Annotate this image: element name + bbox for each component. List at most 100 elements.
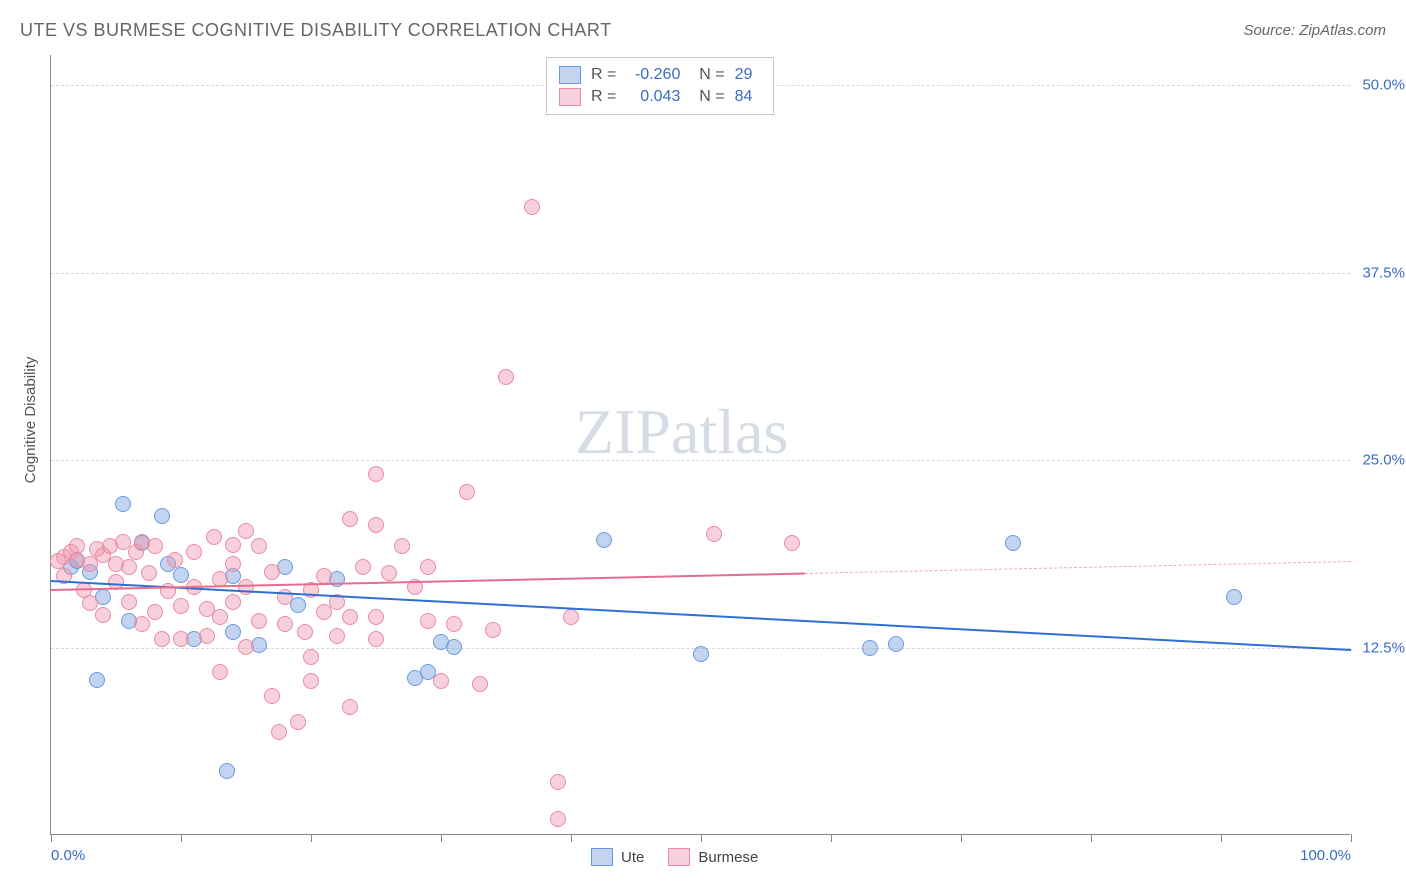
data-point <box>420 559 436 575</box>
data-point <box>199 628 215 644</box>
data-point <box>141 565 157 581</box>
data-point <box>485 622 501 638</box>
data-point <box>82 595 98 611</box>
x-tick <box>1091 834 1092 842</box>
data-point <box>394 538 410 554</box>
x-tick <box>571 834 572 842</box>
data-point <box>115 496 131 512</box>
data-point <box>89 672 105 688</box>
legend-swatch <box>591 848 613 866</box>
x-tick <box>51 834 52 842</box>
data-point <box>303 673 319 689</box>
data-point <box>329 628 345 644</box>
y-tick-label: 50.0% <box>1362 77 1405 94</box>
data-point <box>290 714 306 730</box>
r-value: 0.043 <box>626 88 680 106</box>
data-point <box>251 613 267 629</box>
data-point <box>596 532 612 548</box>
data-point <box>498 369 514 385</box>
data-point <box>121 559 137 575</box>
x-tick <box>1351 834 1352 842</box>
series-swatch <box>559 88 581 106</box>
data-point <box>706 526 722 542</box>
data-point <box>355 559 371 575</box>
data-point <box>251 538 267 554</box>
data-point <box>368 609 384 625</box>
data-point <box>316 604 332 620</box>
legend-swatch <box>668 848 690 866</box>
data-point <box>524 199 540 215</box>
legend-label: Ute <box>621 849 644 866</box>
n-label: N = <box>690 66 724 84</box>
data-point <box>446 616 462 632</box>
data-point <box>238 639 254 655</box>
data-point <box>225 594 241 610</box>
data-point <box>134 616 150 632</box>
data-point <box>303 649 319 665</box>
legend-label: Burmese <box>698 849 758 866</box>
series-swatch <box>559 66 581 84</box>
y-tick-label: 12.5% <box>1362 639 1405 656</box>
gridline <box>51 273 1350 274</box>
n-value: 29 <box>735 66 761 84</box>
data-point <box>238 523 254 539</box>
data-point <box>277 616 293 632</box>
x-tick-label: 100.0% <box>1300 847 1351 864</box>
source-label: Source: ZipAtlas.com <box>1243 22 1386 39</box>
data-point <box>173 567 189 583</box>
x-tick <box>311 834 312 842</box>
n-label: N = <box>690 88 724 106</box>
stats-legend: R =-0.260 N =29R =0.043 N =84 <box>546 57 774 115</box>
x-tick <box>1221 834 1222 842</box>
chart-title: UTE VS BURMESE COGNITIVE DISABILITY CORR… <box>20 20 612 41</box>
data-point <box>225 556 241 572</box>
data-point <box>862 640 878 656</box>
r-label: R = <box>591 88 616 106</box>
legend-item: Burmese <box>668 848 758 866</box>
data-point <box>368 631 384 647</box>
data-point <box>206 529 222 545</box>
data-point <box>1005 535 1021 551</box>
data-point <box>212 609 228 625</box>
data-point <box>167 552 183 568</box>
data-point <box>264 688 280 704</box>
data-point <box>50 553 66 569</box>
data-point <box>173 598 189 614</box>
data-point <box>1226 589 1242 605</box>
r-label: R = <box>591 66 616 84</box>
x-tick <box>181 834 182 842</box>
r-value: -0.260 <box>626 66 680 84</box>
data-point <box>225 537 241 553</box>
data-point <box>219 763 235 779</box>
x-tick <box>831 834 832 842</box>
data-point <box>264 564 280 580</box>
y-tick-label: 25.0% <box>1362 452 1405 469</box>
x-tick-label: 0.0% <box>51 847 85 864</box>
data-point <box>147 604 163 620</box>
data-point <box>472 676 488 692</box>
x-tick <box>961 834 962 842</box>
bottom-legend: Ute Burmese <box>591 848 758 866</box>
data-point <box>154 508 170 524</box>
data-point <box>459 484 475 500</box>
y-tick-label: 37.5% <box>1362 264 1405 281</box>
data-point <box>433 673 449 689</box>
data-point <box>550 774 566 790</box>
data-point <box>212 664 228 680</box>
data-point <box>342 511 358 527</box>
x-tick <box>701 834 702 842</box>
data-point <box>381 565 397 581</box>
data-point <box>271 724 287 740</box>
data-point <box>888 636 904 652</box>
data-point <box>693 646 709 662</box>
data-point <box>563 609 579 625</box>
watermark: ZIPatlas <box>575 395 788 469</box>
data-point <box>368 466 384 482</box>
stats-row: R =0.043 N =84 <box>559 86 761 108</box>
data-point <box>316 568 332 584</box>
data-point <box>121 594 137 610</box>
legend-item: Ute <box>591 848 644 866</box>
data-point <box>147 538 163 554</box>
data-point <box>368 517 384 533</box>
data-point <box>784 535 800 551</box>
